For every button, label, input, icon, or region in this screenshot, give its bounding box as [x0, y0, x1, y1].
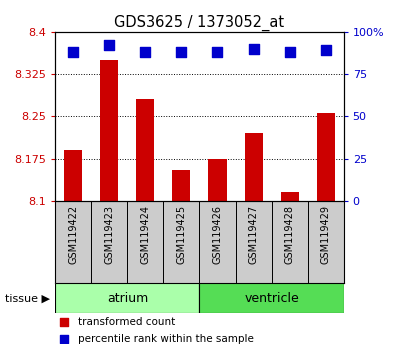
Text: GSM119427: GSM119427 [248, 205, 259, 264]
Title: GDS3625 / 1373052_at: GDS3625 / 1373052_at [115, 14, 284, 30]
Point [322, 47, 329, 53]
Bar [235, 201, 272, 283]
Point [106, 42, 113, 48]
Bar [245, 133, 263, 201]
Bar [55, 201, 91, 283]
Text: GSM119429: GSM119429 [321, 205, 331, 264]
Bar [127, 201, 164, 283]
Text: transformed count: transformed count [78, 317, 176, 327]
Text: GSM119422: GSM119422 [68, 205, 78, 264]
Bar [55, 283, 199, 313]
Text: ventricle: ventricle [244, 292, 299, 305]
Bar [100, 60, 118, 201]
Text: GSM119425: GSM119425 [177, 205, 186, 264]
Text: GSM119424: GSM119424 [140, 205, 150, 264]
Point [70, 49, 77, 55]
Bar [136, 99, 154, 201]
Bar [199, 201, 235, 283]
Point [142, 49, 149, 55]
Text: GSM119428: GSM119428 [284, 205, 295, 264]
Bar [272, 201, 308, 283]
Point [61, 319, 67, 325]
Text: tissue ▶: tissue ▶ [4, 293, 49, 303]
Bar [199, 283, 344, 313]
Bar [308, 201, 344, 283]
Text: percentile rank within the sample: percentile rank within the sample [78, 334, 254, 344]
Bar [317, 114, 335, 201]
Point [178, 49, 184, 55]
Text: atrium: atrium [107, 292, 148, 305]
Bar [164, 201, 199, 283]
Bar [173, 170, 190, 201]
Point [286, 49, 293, 55]
Text: GSM119426: GSM119426 [213, 205, 222, 264]
Bar [209, 159, 226, 201]
Bar [280, 192, 299, 201]
Point [214, 49, 221, 55]
Point [250, 46, 257, 52]
Bar [64, 150, 82, 201]
Point [61, 336, 67, 342]
Bar [91, 201, 127, 283]
Text: GSM119423: GSM119423 [104, 205, 115, 264]
